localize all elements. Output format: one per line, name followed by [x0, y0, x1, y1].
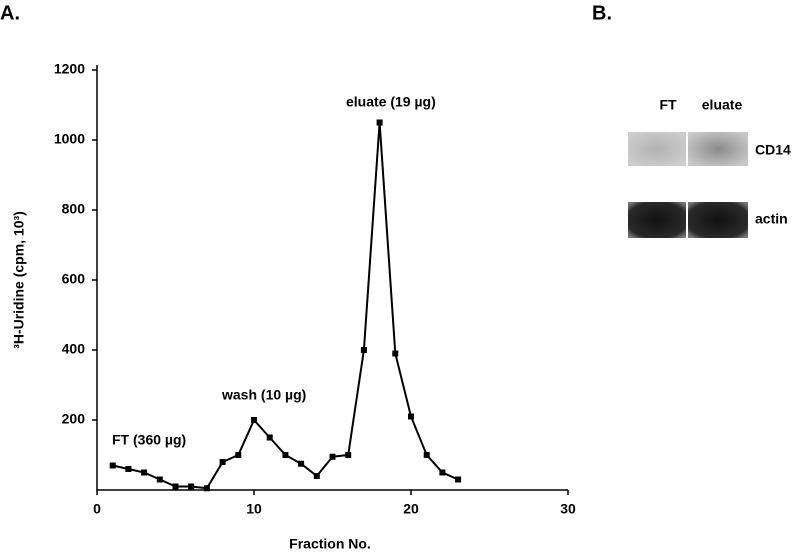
panel-label: A.: [0, 2, 20, 24]
x-tick-label: 30: [560, 501, 576, 517]
annotation: wash (10 µg): [221, 387, 306, 403]
data-point: [203, 485, 210, 492]
y-tick-label: 800: [62, 201, 86, 217]
data-point: [408, 413, 414, 420]
data-point: [188, 483, 195, 490]
data-point: [345, 452, 352, 458]
y-tick-label: 1000: [54, 131, 85, 147]
y-tick-label: 400: [62, 341, 86, 357]
data-point: [376, 119, 383, 126]
data-point: [219, 459, 226, 465]
x-tick-label: 10: [246, 501, 262, 517]
x-axis-title: Fraction No.: [289, 536, 371, 552]
data-point: [313, 473, 320, 479]
data-point: [423, 452, 430, 458]
y-tick-label: 1200: [54, 61, 85, 77]
data-point: [360, 347, 367, 353]
blot-band: [688, 202, 748, 238]
y-tick-label: 200: [62, 411, 86, 427]
data-point: [109, 462, 116, 469]
data-point: [141, 469, 148, 476]
data-point: [298, 460, 305, 467]
data-point: [156, 476, 163, 483]
data-point: [172, 483, 179, 490]
x-tick-label: 20: [403, 501, 419, 517]
blot-band: [628, 132, 686, 166]
annotation: eluate (19 µg): [346, 94, 436, 110]
y-tick-label: 600: [62, 271, 86, 287]
x-tick-label: 0: [93, 501, 101, 517]
row-label: actin: [755, 211, 788, 227]
data-point: [392, 350, 399, 357]
data-point: [282, 452, 289, 458]
y-axis-title: ³H-Uridine (cpm, 10³): [11, 211, 27, 349]
row-label: CD14: [755, 142, 791, 158]
lane-label: FT: [659, 97, 677, 113]
data-point: [125, 466, 132, 472]
panel-label: B.: [592, 2, 612, 24]
lane-label: eluate: [702, 97, 743, 113]
data-point: [251, 417, 257, 423]
data-point: [329, 453, 336, 460]
data-point: [235, 452, 242, 458]
blot-band: [628, 202, 686, 238]
data-point: [455, 476, 462, 483]
annotation: FT (360 µg): [112, 432, 186, 448]
data-point: [266, 434, 273, 441]
data-point: [439, 469, 446, 476]
blot: FT eluate CD14 actin: [628, 97, 791, 238]
blot-band: [688, 132, 748, 166]
